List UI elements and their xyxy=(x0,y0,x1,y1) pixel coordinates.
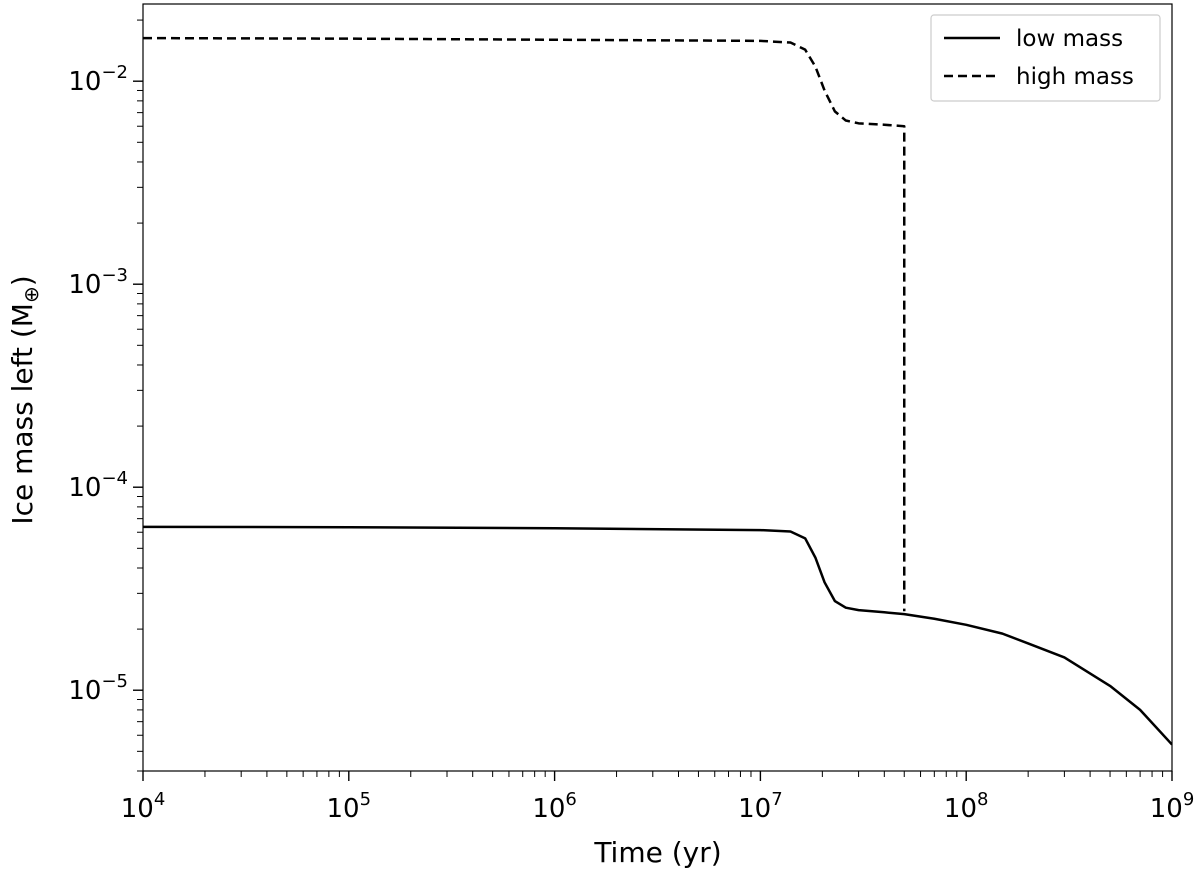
y-tick-label: 10−5 xyxy=(68,671,128,706)
x-tick-label: 107 xyxy=(738,789,783,824)
y-tick-label: 10−4 xyxy=(68,468,128,503)
y-tick-label: 10−3 xyxy=(68,265,128,300)
legend: low mass high mass xyxy=(930,14,1161,102)
y-axis-title: Ice mass left (M⊕) xyxy=(6,275,43,524)
x-tick-label: 104 xyxy=(121,789,166,824)
axes xyxy=(133,3,1173,781)
legend-label-high-mass: high mass xyxy=(1016,64,1134,90)
axes-frame xyxy=(142,3,1173,772)
tick-labels: 104 105 106 107 108 109 10−5 10−4 10−3 10−2 xyxy=(68,62,1194,824)
x-tick-label: 106 xyxy=(532,789,577,824)
x-tick-label: 109 xyxy=(1150,789,1195,824)
plot-area xyxy=(143,36,1172,746)
legend-box xyxy=(930,14,1161,102)
series-line-high-mass xyxy=(143,36,906,612)
x-tick-label: 108 xyxy=(944,789,989,824)
series-line-low-mass xyxy=(143,525,1172,746)
y-tick-label: 10−2 xyxy=(68,62,128,97)
legend-label-low-mass: low mass xyxy=(1016,26,1123,52)
x-axis-title: Time (yr) xyxy=(593,836,721,869)
x-tick-label: 105 xyxy=(327,789,372,824)
